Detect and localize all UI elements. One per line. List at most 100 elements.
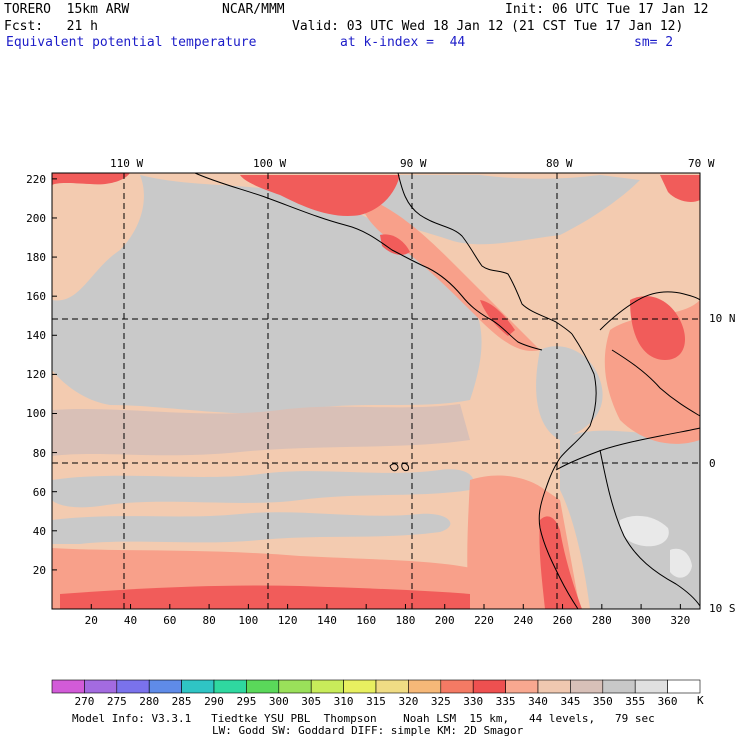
x-tick-label-40: 40 [123,614,138,627]
y-tick-label-220: 220 [26,172,46,186]
x-tick-label-200: 200 [434,614,455,627]
colorbar-label-345: 345 [560,695,581,708]
organization: NCAR/MMM [222,2,285,17]
forecast-hour: Fcst: 21 h [4,19,98,34]
y-tick-label-200: 200 [26,211,46,225]
y-tick-label-60: 60 [32,485,46,499]
colorbar-swatch-6 [246,679,280,694]
x-tick-label-100: 100 [238,614,259,627]
x-tick-label-140: 140 [316,614,337,627]
colorbar-swatch-18 [634,679,668,694]
colorbar-label-270: 270 [74,695,95,708]
lat-label-10n: 10 N [709,312,736,325]
colorbar-label-330: 330 [463,695,484,708]
x-tick-label-220: 220 [474,614,494,627]
level-label: at k-index = 44 [340,35,466,50]
x-tick-label-280: 280 [591,614,612,627]
gray-region-upper [328,175,640,245]
colorbar-label-305: 305 [301,695,322,708]
colorbar-unit: K [697,694,704,707]
lat-label-0: 0 [709,457,716,470]
x-tick-label-80: 80 [202,614,216,627]
colorbar-label-335: 335 [495,695,516,708]
valid-time: Valid: 03 UTC Wed 18 Jan 12 (21 CST Tue … [292,19,684,34]
x-tick-label-180: 180 [395,614,416,627]
colorbar-label-350: 350 [592,695,613,708]
y-tick-label-160: 160 [26,290,46,304]
colorbar-label-320: 320 [398,695,419,708]
lon-label-110w: 110 W [110,157,144,170]
colorbar-swatch-1 [84,679,118,694]
init-time: Init: 06 UTC Tue 17 Jan 12 [505,2,709,17]
coastline-yucatan-caribbean [397,172,573,335]
border-colombia-venezuela [611,349,701,417]
colorbar-label-315: 315 [366,695,386,708]
x-tick-label-320: 320 [670,614,691,627]
colorbar-swatch-10 [375,679,409,694]
colorbar-label-285: 285 [171,695,192,708]
lon-label-100w: 100 W [253,157,287,170]
y-tick-label-80: 80 [32,446,46,460]
coastline-caribbean-south-america [599,291,701,331]
smoothing-label: sm= 2 [634,35,674,50]
lon-label-70w: 70 W [688,157,715,170]
island-galapagos [389,463,409,472]
red-region-nw-corner [52,173,130,185]
lightgray-region-brazil [670,548,692,578]
graticule [52,173,700,609]
color-bar [51,679,701,694]
border-peru-brazil [599,449,701,607]
field-name: Equivalent potential temperature [6,35,257,50]
model-name: TORERO 15km ARW [4,2,130,17]
red-region-venezuela [630,296,685,360]
colorbar-label-300: 300 [268,695,289,708]
red-band-south [60,585,470,609]
gray-band-equator [52,469,474,508]
colorbar-swatch-4 [181,679,215,694]
coastline-south-america-pacific [538,333,597,610]
red-region-mexico [240,175,400,216]
red-region-costa-rica [480,300,515,336]
colorbar-label-325: 325 [430,695,451,708]
colorbar-swatch-0 [51,679,85,694]
y-tick-label-140: 140 [26,329,46,343]
colorbar-swatch-5 [213,679,247,694]
coastline-mexico-central-america [194,172,543,351]
colorbar-label-355: 355 [625,695,646,708]
y-tick-label-120: 120 [26,368,46,382]
lightgray-region-bolivia [619,515,669,547]
colorbar-swatch-16 [570,679,604,694]
colorbar-swatch-7 [278,679,312,694]
red-region-caribbean [660,175,700,203]
gray-region-north [52,175,482,414]
y-tick-label-180: 180 [26,251,46,265]
colorbar-swatch-15 [537,679,571,694]
colorbar-swatch-8 [310,679,344,694]
x-tick-label-20: 20 [84,614,98,627]
taupe-region [52,404,470,456]
colorbar-label-295: 295 [236,695,257,708]
red-region-peru-coast [539,516,582,609]
y-tick-label-40: 40 [32,524,46,538]
x-tick-label-120: 120 [277,614,298,627]
lat-label-10s: 10 S [709,602,736,615]
map-frame [51,172,701,610]
colorbar-swatch-13 [472,679,506,694]
colorbar-swatch-17 [602,679,636,694]
colorbar-swatch-14 [505,679,539,694]
x-tick-label-240: 240 [513,614,534,627]
colorbar-label-280: 280 [139,695,160,708]
red-region-guatemala [380,234,410,255]
colorbar-label-310: 310 [333,695,354,708]
lon-label-80w: 80 W [546,157,573,170]
gray-region-colombia [536,346,603,440]
x-tick-label-160: 160 [356,614,377,627]
y-axis-ticks [52,178,57,571]
colorbar-label-290: 290 [204,695,224,708]
model-info-line1: Model Info: V3.3.1 Tiedtke YSU PBL Thomp… [72,712,655,725]
colorbar-swatch-19 [667,679,701,694]
coastline-layer [194,172,701,610]
y-tick-label-100: 100 [26,407,46,421]
model-info-line2: LW: Godd SW: Goddard DIFF: simple KM: 2D… [212,724,524,737]
